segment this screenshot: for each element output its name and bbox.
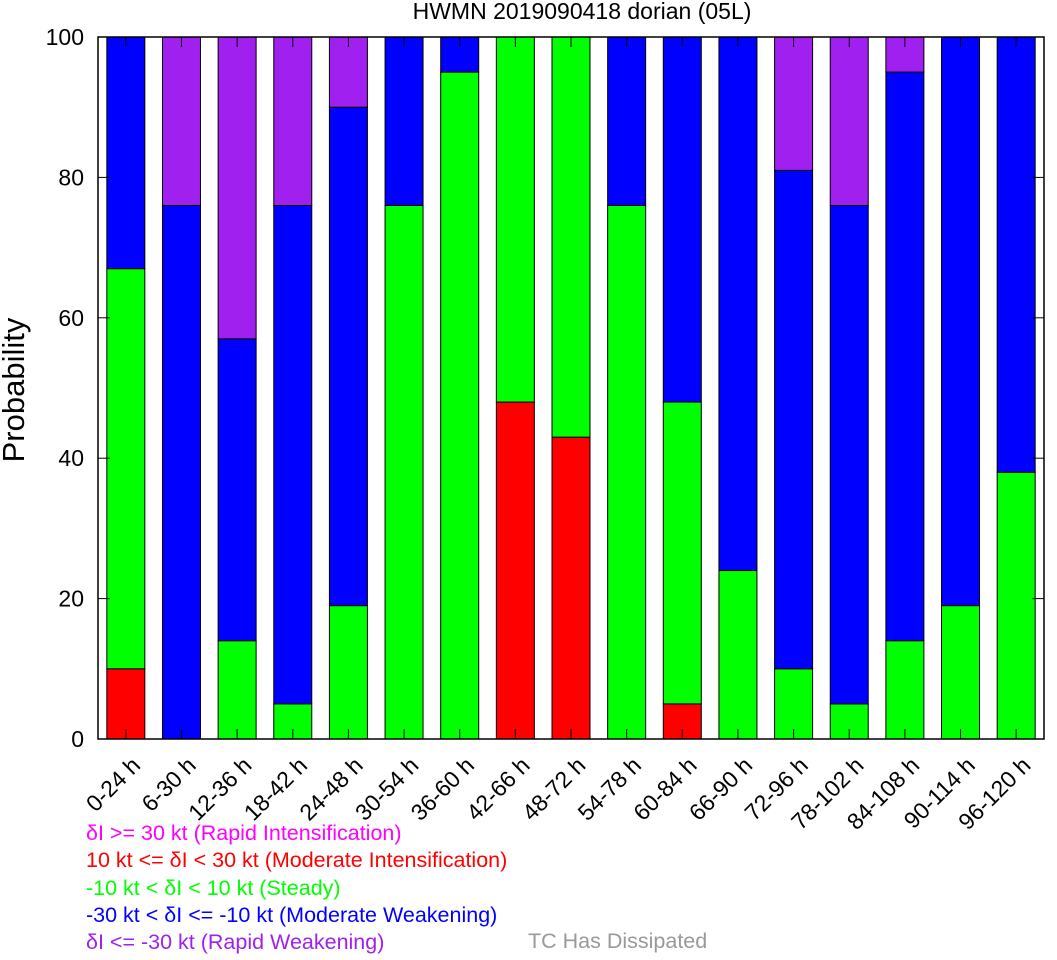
bar-segment-steady-8 [551,36,591,438]
bar-segment-moderate_weakening-15 [941,36,981,607]
legend-entry: -10 kt < δI < 10 kt (Steady) [86,875,341,900]
y-tick-label: 0 [71,726,84,752]
bar-segment-moderate_weakening-5 [384,36,424,206]
bar-segment-moderate_weakening-12 [774,169,814,670]
bar-segment-steady-7 [495,36,535,403]
bar-segment-rapid_weakening-14 [885,36,925,73]
y-tick-label: 20 [58,586,84,612]
legend: δI >= 30 kt (Rapid Intensification) 10 kt… [86,820,507,956]
bar-segment-moderate_intensification-0 [106,668,146,740]
bar-segment-rapid_weakening-4 [328,36,368,108]
bar-segment-moderate_weakening-13 [829,204,869,705]
bar-segment-moderate_weakening-1 [161,204,201,740]
bar-segment-steady-11 [718,570,758,740]
bar-segment-steady-6 [440,71,480,740]
bar-segment-steady-12 [774,668,814,740]
legend-entry: -30 kt < δI <= -10 kt (Moderate Weakenin… [86,902,498,927]
bar-segment-steady-5 [384,204,424,740]
bar-segment-steady-0 [106,268,146,670]
legend-entry: δI >= 30 kt (Rapid Intensification) [86,821,402,845]
bar-segment-moderate_intensification-7 [495,401,535,740]
bar-segment-rapid_weakening-13 [829,36,869,206]
bar-segment-rapid_weakening-2 [217,36,257,340]
bar-segment-moderate_weakening-10 [662,36,702,403]
x-tick-label: 0-24 h [81,752,146,817]
y-tick-label: 80 [58,164,84,190]
bar-segment-steady-16 [996,471,1036,740]
y-axis-label: Probability [0,317,31,462]
bar-segment-moderate_weakening-0 [106,36,146,270]
bar-segment-rapid_weakening-12 [774,36,814,171]
y-ticks-group: 0 20 40 60 80 100 [46,24,1044,752]
bar-segment-moderate_weakening-3 [273,204,313,705]
bar-segment-moderate_weakening-11 [718,36,758,572]
bars-group [106,36,1036,740]
bar-segment-moderate_weakening-9 [607,36,647,206]
bar-segment-steady-9 [607,204,647,740]
bar-segment-steady-15 [941,605,981,740]
bar-segment-moderate_weakening-4 [328,106,368,607]
y-tick-label: 40 [58,445,84,471]
bar-segment-steady-14 [885,640,925,740]
bar-segment-moderate_weakening-14 [885,71,925,642]
bar-segment-rapid_weakening-1 [161,36,201,206]
bar-segment-moderate_intensification-8 [551,436,591,740]
legend-entry: 10 kt <= δI < 30 kt (Moderate Intensific… [86,848,508,873]
bar-segment-steady-4 [328,605,368,740]
y-tick-label: 100 [46,24,84,50]
bar-segment-steady-10 [662,401,702,705]
y-tick-label: 60 [58,305,84,331]
legend-entry: δI <= -30 kt (Rapid Weakening) [86,930,385,955]
dissipated-label: TC Has Dissipated [528,929,708,953]
chart-title: HWMN 2019090418 dorian (05L) [413,0,752,24]
bar-segment-rapid_weakening-3 [273,36,313,206]
bar-segment-moderate_weakening-16 [996,36,1036,473]
bar-segment-moderate_weakening-2 [217,338,257,642]
bar-segment-steady-2 [217,640,257,740]
